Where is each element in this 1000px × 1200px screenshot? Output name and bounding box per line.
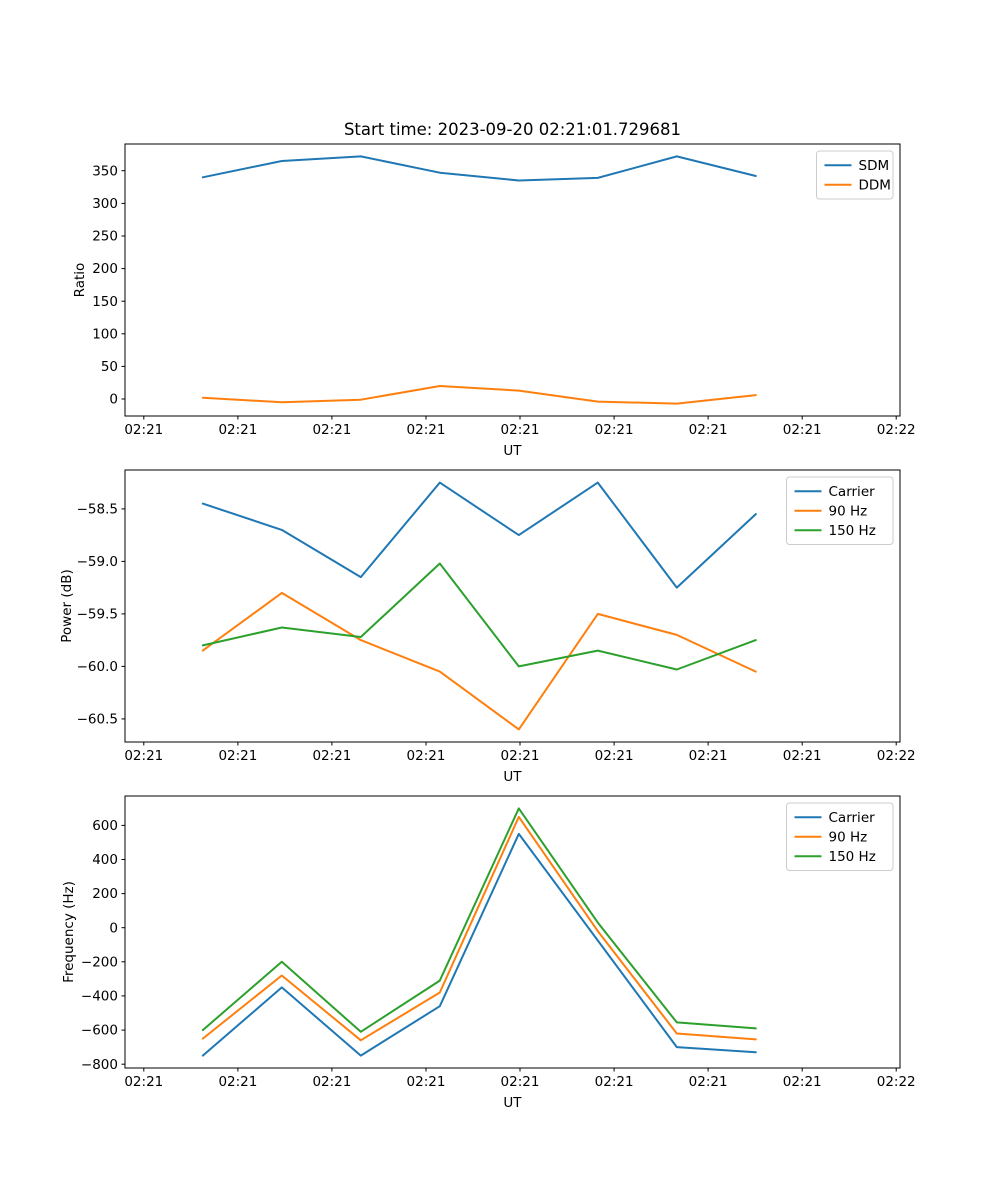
x-tick-label: 02:21 [407, 1074, 446, 1090]
x-tick-label: 02:21 [595, 1074, 634, 1090]
y-axis-label: Power (dB) [59, 569, 75, 642]
x-tick-label: 02:21 [312, 1074, 351, 1090]
y-tick-label: 400 [92, 852, 118, 868]
series-line-150-hz [201, 562, 757, 671]
x-axis-label: UT [503, 1095, 522, 1111]
y-tick-label: −58.5 [77, 501, 118, 517]
y-tick-label: −59.5 [77, 606, 118, 622]
y-tick-label: −600 [81, 1023, 118, 1039]
x-tick-label: 02:21 [312, 748, 351, 764]
x-tick-label: 02:21 [312, 422, 351, 438]
x-tick-label: 02:22 [877, 1074, 916, 1090]
legend-label: 90 Hz [829, 829, 868, 845]
subplot-1: 02:21 02:21 02:21 02:21 02:21 02:21 02:21 02:21… [59, 469, 916, 785]
x-tick-label: 02:21 [501, 748, 540, 764]
series-line-90-hz [201, 815, 757, 1042]
x-tick-label: 02:21 [124, 422, 163, 438]
x-axis-label: UT [503, 769, 522, 785]
x-axis-label: UT [503, 443, 522, 459]
y-axis-label: Frequency (Hz) [61, 881, 77, 983]
legend-label: 150 Hz [829, 849, 876, 865]
y-tick-label: 350 [92, 163, 118, 179]
x-tick-label: 02:22 [877, 748, 916, 764]
x-tick-label: 02:21 [407, 748, 446, 764]
subplot-2: 02:21 02:21 02:21 02:21 02:21 02:21 02:21 02:21… [61, 795, 916, 1111]
legend-frame [786, 476, 894, 545]
x-tick-label: 02:21 [218, 1074, 257, 1090]
legend: Carrier 90 Hz 150 Hz [786, 476, 894, 545]
x-tick-label: 02:21 [501, 1074, 540, 1090]
x-tick-label: 02:21 [783, 422, 822, 438]
y-tick-label: 0 [109, 920, 118, 936]
x-tick-label: 02:21 [501, 422, 540, 438]
x-tick-label: 02:21 [407, 422, 446, 438]
series-line-carrier [201, 481, 757, 589]
y-tick-label: 600 [92, 818, 118, 834]
legend-label: Carrier [829, 810, 876, 826]
series-line-carrier [201, 832, 757, 1057]
series-line-150-hz [201, 807, 757, 1033]
y-tick-label: 200 [92, 886, 118, 902]
legend-frame [816, 150, 894, 200]
y-tick-label: 250 [92, 229, 118, 245]
x-tick-label: 02:21 [689, 748, 728, 764]
legend: Carrier 90 Hz 150 Hz [786, 802, 894, 871]
y-tick-label: 300 [92, 196, 118, 212]
y-tick-label: −59.0 [77, 554, 118, 570]
plot-title: Start time: 2023-09-20 02:21:01.729681 [344, 120, 681, 139]
series-line-90-hz [201, 591, 757, 731]
y-tick-label: 200 [92, 261, 118, 277]
y-tick-label: 50 [101, 359, 118, 375]
y-axis-label: Ratio [72, 263, 88, 298]
x-tick-label: 02:22 [877, 422, 916, 438]
legend-label: SDM [859, 158, 890, 174]
x-tick-label: 02:21 [595, 748, 634, 764]
legend-label: DDM [859, 177, 891, 193]
y-tick-label: −60.0 [77, 659, 118, 675]
x-tick-label: 02:21 [689, 1074, 728, 1090]
y-tick-label: 150 [92, 294, 118, 310]
y-tick-label: 100 [92, 326, 118, 342]
x-tick-label: 02:21 [595, 422, 634, 438]
subplot-0: 02:21 02:21 02:21 02:21 02:21 02:21 02:21 02:21… [72, 120, 916, 459]
x-tick-label: 02:21 [689, 422, 728, 438]
legend-label: 150 Hz [829, 523, 876, 539]
axes-frame [124, 795, 901, 1069]
legend-label: 90 Hz [829, 503, 868, 519]
x-tick-label: 02:21 [218, 748, 257, 764]
legend-label: Carrier [829, 484, 876, 500]
x-tick-label: 02:21 [124, 1074, 163, 1090]
axes-frame [124, 143, 901, 417]
y-tick-label: −200 [81, 954, 118, 970]
x-tick-label: 02:21 [124, 748, 163, 764]
y-tick-label: 0 [109, 392, 118, 408]
series-line-ddm [201, 385, 757, 405]
x-tick-label: 02:21 [218, 422, 257, 438]
axes-frame [124, 469, 901, 743]
legend-frame [786, 802, 894, 871]
legend: SDM DDM [816, 150, 894, 200]
y-tick-label: −60.5 [77, 711, 118, 727]
y-tick-label: −800 [81, 1057, 118, 1073]
x-tick-label: 02:21 [783, 1074, 822, 1090]
x-tick-label: 02:21 [783, 748, 822, 764]
y-tick-label: −400 [81, 988, 118, 1004]
series-line-sdm [201, 155, 757, 182]
